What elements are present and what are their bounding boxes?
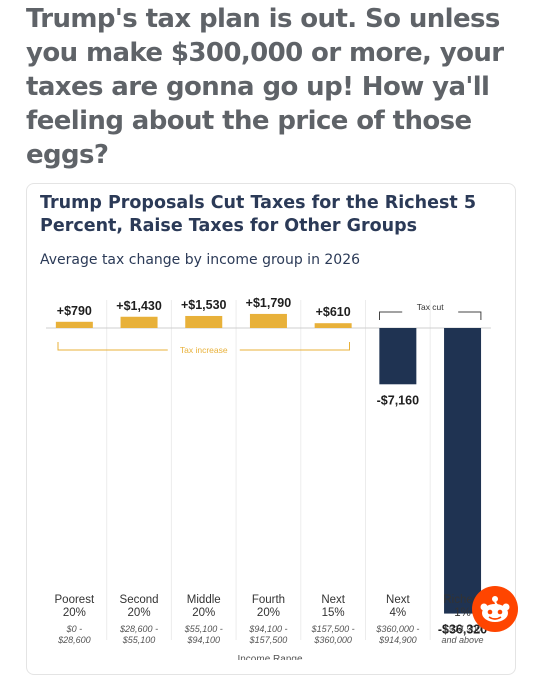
bar [314, 323, 352, 328]
category-label: Poorest [55, 594, 95, 606]
income-range-label: $28,600 [57, 635, 91, 645]
category-label: 1% [454, 607, 471, 619]
bar-value-label: +$1,530 [181, 298, 227, 312]
income-range-label: $55,100 - [184, 624, 223, 634]
income-range-label: $914,900 [378, 635, 417, 645]
bar [120, 316, 158, 328]
category-label: 20% [192, 607, 215, 619]
income-range-label: $28,600 - [119, 624, 158, 634]
x-axis-label: Income Range [237, 654, 302, 660]
income-range-label: $360,000 - [375, 624, 419, 634]
category-label: Middle [187, 594, 221, 606]
chart-card [26, 183, 516, 675]
bar-value-label: +$1,790 [246, 296, 292, 310]
reddit-snoo-icon[interactable] [472, 586, 518, 632]
income-range-label: and above [442, 635, 484, 645]
bar-value-label: +$1,430 [116, 299, 162, 313]
bar-value-label: +$790 [57, 304, 92, 318]
bar-value-label: -$7,160 [377, 393, 419, 407]
income-range-label: $55,100 [122, 635, 156, 645]
chart-title: Trump Proposals Cut Taxes for the Riches… [40, 193, 477, 236]
tax-cut-bracket [379, 311, 482, 320]
category-label: 20% [257, 607, 280, 619]
tax-cut-annotation: Tax cut [417, 302, 445, 312]
bar-value-label: +$610 [316, 305, 351, 319]
category-label: 15% [322, 607, 345, 619]
category-label: Fourth [252, 594, 285, 606]
category-label: Next [386, 594, 410, 606]
category-label: 20% [63, 607, 86, 619]
income-range-label: $94,100 - [248, 624, 287, 634]
post-headline: Trump's tax plan is out. So unless you m… [26, 4, 504, 170]
income-range-label: $914,900 [443, 624, 482, 634]
bar [249, 313, 287, 328]
bar [444, 328, 482, 614]
category-label: Next [321, 594, 345, 606]
category-label: 4% [390, 607, 407, 619]
bar-value-label: -$36,320 [438, 623, 487, 637]
income-range-label: $0 - [66, 624, 83, 634]
income-range-label: $157,500 [249, 635, 288, 645]
income-range-label: $157,500 - [311, 624, 355, 634]
chart-subtitle: Average tax change by income group in 20… [40, 252, 361, 268]
category-label: Second [120, 594, 159, 606]
category-label: 20% [128, 607, 151, 619]
bar [55, 321, 93, 328]
tax-increase-bracket [57, 342, 350, 351]
income-range-label: $360,000 [313, 635, 352, 645]
income-range-label: $94,100 [186, 635, 220, 645]
tax-increase-annotation: Tax increase [180, 345, 228, 355]
bar [185, 315, 223, 328]
bar [379, 328, 417, 385]
